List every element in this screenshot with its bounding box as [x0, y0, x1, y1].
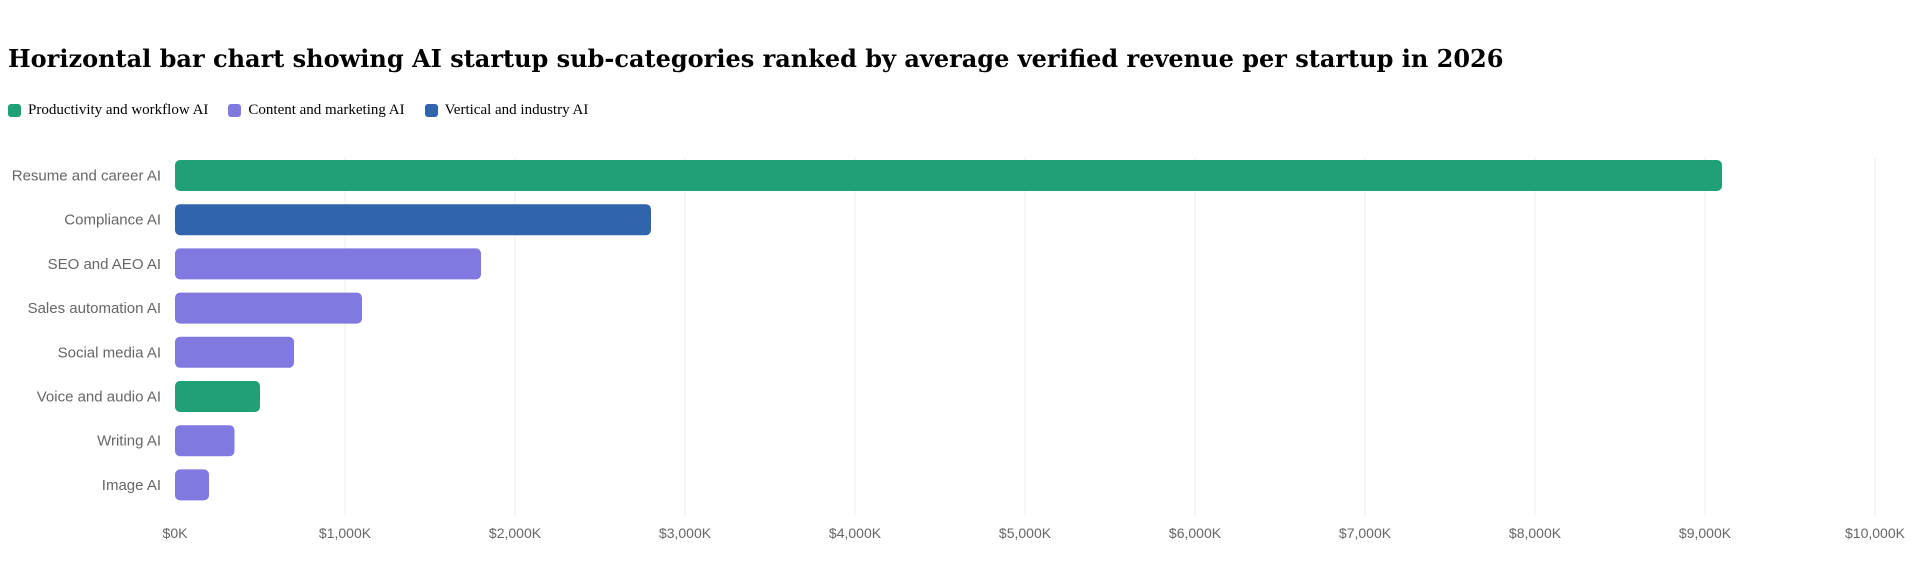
x-tick-label: $7,000K [1339, 525, 1392, 541]
bar[interactable] [175, 292, 362, 324]
x-tick-label: $0K [163, 525, 189, 541]
x-tick-label: $2,000K [489, 525, 542, 541]
bar[interactable] [175, 336, 294, 368]
x-tick-label: $6,000K [1169, 525, 1222, 541]
bars [175, 160, 1722, 501]
x-tick-label: $9,000K [1679, 525, 1732, 541]
bar[interactable] [175, 248, 481, 280]
category-label: Sales automation AI [28, 300, 161, 317]
bar[interactable] [175, 425, 235, 457]
x-tick-label: $10,000K [1845, 525, 1906, 541]
value-axis: $0K $1,000K $2,000K $3,000K $4,000K $5,000K $6… [163, 525, 1906, 541]
x-tick-label: $5,000K [999, 525, 1052, 541]
bar[interactable] [175, 204, 651, 236]
category-label: Compliance AI [64, 212, 161, 229]
legend-label-productivity: Productivity and workflow AI [28, 102, 209, 118]
x-tick-label: $4,000K [829, 525, 882, 541]
chart-title: Horizontal bar chart showing AI startup … [8, 44, 1504, 73]
category-axis: Resume and career AI Compliance AI SEO and… [12, 168, 161, 494]
chart-legend: Productivity and workflow AI Content and… [8, 102, 608, 119]
legend-swatch-vertical [424, 104, 438, 117]
x-tick-label: $1,000K [319, 525, 372, 541]
legend-label-content: Content and marketing AI [248, 102, 405, 118]
legend-swatch-productivity [8, 104, 21, 117]
category-label: Voice and audio AI [37, 389, 161, 406]
legend-item-content[interactable]: Content and marketing AI [228, 102, 405, 119]
bar[interactable] [175, 160, 1722, 191]
bar[interactable] [175, 381, 260, 412]
bar[interactable] [175, 469, 209, 501]
category-label: Image AI [102, 477, 161, 494]
legend-item-vertical[interactable]: Vertical and industry AI [424, 102, 589, 119]
x-tick-label: $3,000K [659, 525, 712, 541]
x-tick-label: $8,000K [1509, 525, 1562, 541]
category-label: SEO and AEO AI [48, 256, 161, 273]
legend-swatch-content [228, 104, 242, 117]
legend-label-vertical: Vertical and industry AI [444, 102, 589, 118]
grid-lines [344, 158, 1876, 515]
category-label: Resume and career AI [12, 168, 161, 185]
legend-item-productivity[interactable]: Productivity and workflow AI [8, 102, 208, 119]
category-label: Social media AI [58, 344, 161, 361]
category-label: Writing AI [97, 433, 161, 450]
